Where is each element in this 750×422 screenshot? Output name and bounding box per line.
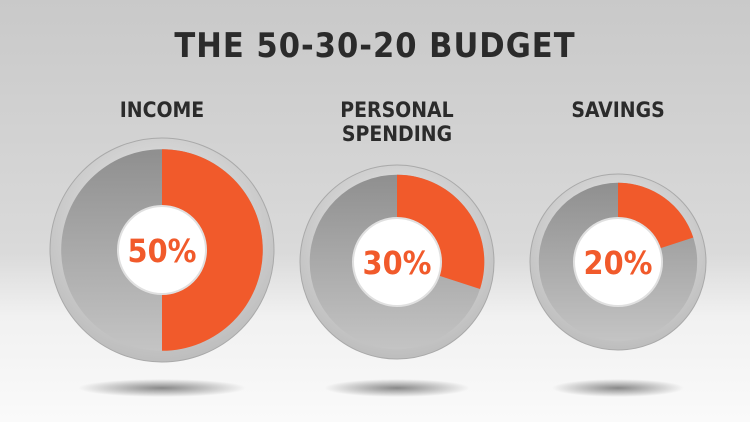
center-disc [573, 217, 663, 307]
shadow [78, 379, 246, 397]
shadow [324, 379, 470, 397]
title: THE 50-30-20 BUDGET [174, 26, 576, 66]
center-disc [117, 205, 207, 295]
shadow [552, 379, 684, 397]
center-disc [352, 217, 442, 307]
chart-title: INCOME [119, 98, 205, 122]
value-label: 50% [128, 232, 197, 270]
value-label: 30% [363, 244, 432, 282]
pie-slice [162, 149, 263, 351]
value-label: 20% [584, 244, 653, 282]
chart-title: PERSONAL SPENDING [340, 98, 454, 146]
chart-title: SAVINGS [571, 98, 665, 122]
